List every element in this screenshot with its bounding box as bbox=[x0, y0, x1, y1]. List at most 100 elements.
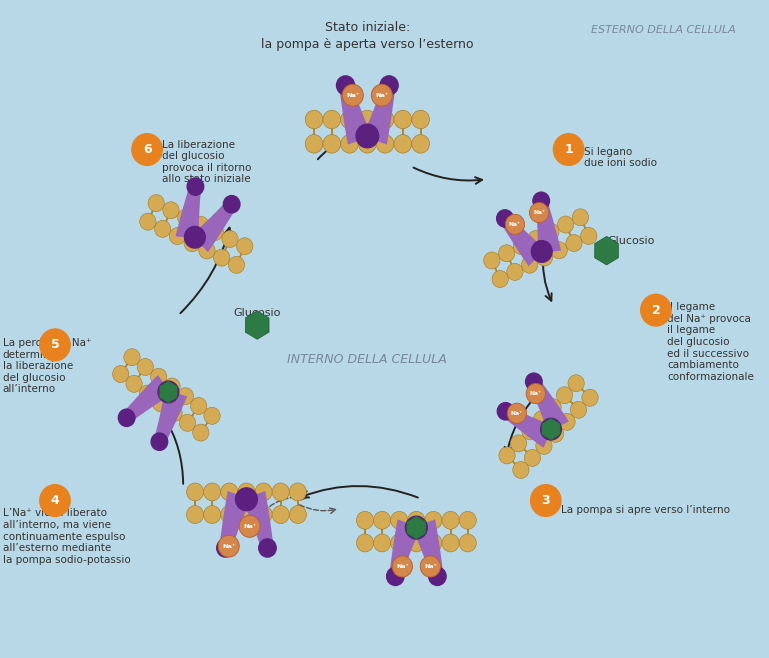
Polygon shape bbox=[594, 236, 618, 265]
Circle shape bbox=[204, 505, 221, 524]
Circle shape bbox=[358, 135, 376, 153]
Circle shape bbox=[543, 223, 559, 240]
Polygon shape bbox=[362, 84, 395, 145]
Circle shape bbox=[408, 511, 425, 529]
Circle shape bbox=[428, 567, 446, 586]
Circle shape bbox=[380, 76, 398, 95]
Circle shape bbox=[425, 511, 442, 529]
Text: 3: 3 bbox=[541, 494, 550, 507]
Circle shape bbox=[394, 111, 411, 129]
Circle shape bbox=[221, 505, 238, 524]
Circle shape bbox=[132, 134, 162, 165]
Circle shape bbox=[356, 124, 378, 148]
Circle shape bbox=[531, 241, 552, 263]
Circle shape bbox=[238, 483, 255, 501]
Circle shape bbox=[238, 505, 255, 524]
Polygon shape bbox=[501, 215, 546, 266]
Circle shape bbox=[222, 230, 238, 247]
Circle shape bbox=[191, 397, 207, 415]
Polygon shape bbox=[245, 311, 269, 340]
Text: Na⁺: Na⁺ bbox=[424, 564, 437, 569]
Circle shape bbox=[192, 216, 208, 233]
Circle shape bbox=[534, 411, 550, 428]
Circle shape bbox=[255, 483, 272, 501]
Circle shape bbox=[505, 215, 524, 234]
Circle shape bbox=[235, 488, 258, 511]
Polygon shape bbox=[339, 84, 372, 145]
Circle shape bbox=[387, 567, 404, 586]
Circle shape bbox=[581, 228, 597, 244]
Circle shape bbox=[228, 257, 245, 273]
Text: Na⁺: Na⁺ bbox=[222, 544, 235, 549]
Circle shape bbox=[531, 485, 561, 517]
Text: Na⁺: Na⁺ bbox=[511, 411, 523, 416]
Circle shape bbox=[218, 535, 239, 557]
Text: La perdita di Na⁺
determina
la liberazione
del glucosio
all’interno: La perdita di Na⁺ determina la liberazio… bbox=[3, 338, 92, 394]
Text: 4: 4 bbox=[51, 494, 59, 507]
Text: ESTERNO DELLA CELLULA: ESTERNO DELLA CELLULA bbox=[591, 24, 736, 35]
Circle shape bbox=[358, 111, 376, 129]
Circle shape bbox=[178, 209, 194, 226]
Circle shape bbox=[272, 505, 289, 524]
Circle shape bbox=[524, 449, 541, 467]
Polygon shape bbox=[219, 491, 251, 549]
Circle shape bbox=[217, 539, 234, 557]
Circle shape bbox=[289, 505, 306, 524]
Circle shape bbox=[571, 401, 587, 418]
Text: Stato iniziale:: Stato iniziale: bbox=[325, 20, 410, 34]
Circle shape bbox=[522, 423, 538, 440]
Circle shape bbox=[420, 556, 441, 577]
Circle shape bbox=[408, 534, 425, 552]
Text: Na⁺: Na⁺ bbox=[346, 93, 359, 98]
Circle shape bbox=[239, 515, 260, 538]
Circle shape bbox=[499, 447, 515, 464]
Circle shape bbox=[513, 461, 529, 478]
Circle shape bbox=[187, 178, 204, 195]
Circle shape bbox=[498, 245, 514, 262]
Circle shape bbox=[40, 329, 70, 361]
Circle shape bbox=[558, 216, 574, 233]
Circle shape bbox=[221, 483, 238, 501]
Circle shape bbox=[541, 418, 561, 440]
Circle shape bbox=[548, 425, 564, 442]
Circle shape bbox=[337, 76, 355, 95]
Text: 1: 1 bbox=[564, 143, 573, 156]
Polygon shape bbox=[123, 375, 171, 422]
Circle shape bbox=[139, 385, 155, 402]
Circle shape bbox=[192, 424, 209, 441]
Polygon shape bbox=[407, 516, 426, 540]
Polygon shape bbox=[541, 418, 560, 440]
Circle shape bbox=[124, 349, 140, 366]
Text: L’Na⁺ viene liberato
all’interno, ma viene
continuamente espulso
all’esterno med: L’Na⁺ viene liberato all’interno, ma vie… bbox=[3, 509, 131, 565]
Circle shape bbox=[184, 235, 201, 252]
Circle shape bbox=[507, 263, 523, 280]
Text: Si legano
due ioni sodio: Si legano due ioni sodio bbox=[584, 147, 657, 168]
Polygon shape bbox=[411, 519, 444, 578]
Circle shape bbox=[405, 517, 428, 539]
Circle shape bbox=[148, 195, 165, 212]
Text: Il legame
del Na⁺ provoca
il legame
del glucosio
ed il successivo
cambiamento
co: Il legame del Na⁺ provoca il legame del … bbox=[667, 302, 754, 382]
Polygon shape bbox=[502, 406, 554, 447]
Text: Na⁺: Na⁺ bbox=[243, 524, 256, 529]
Circle shape bbox=[341, 135, 358, 153]
Polygon shape bbox=[191, 201, 236, 252]
Circle shape bbox=[199, 242, 215, 259]
Circle shape bbox=[356, 511, 374, 529]
Polygon shape bbox=[535, 199, 561, 253]
Circle shape bbox=[164, 378, 180, 395]
Circle shape bbox=[394, 135, 411, 153]
Circle shape bbox=[371, 84, 392, 106]
Circle shape bbox=[511, 435, 527, 452]
Text: Na⁺: Na⁺ bbox=[509, 222, 521, 227]
Circle shape bbox=[391, 534, 408, 552]
Circle shape bbox=[392, 556, 412, 577]
Circle shape bbox=[545, 399, 561, 416]
Circle shape bbox=[341, 111, 358, 129]
Circle shape bbox=[137, 359, 154, 376]
Circle shape bbox=[187, 505, 204, 524]
Circle shape bbox=[572, 209, 588, 226]
Circle shape bbox=[376, 135, 394, 153]
Circle shape bbox=[442, 534, 459, 552]
Circle shape bbox=[112, 366, 129, 382]
Circle shape bbox=[498, 403, 514, 420]
